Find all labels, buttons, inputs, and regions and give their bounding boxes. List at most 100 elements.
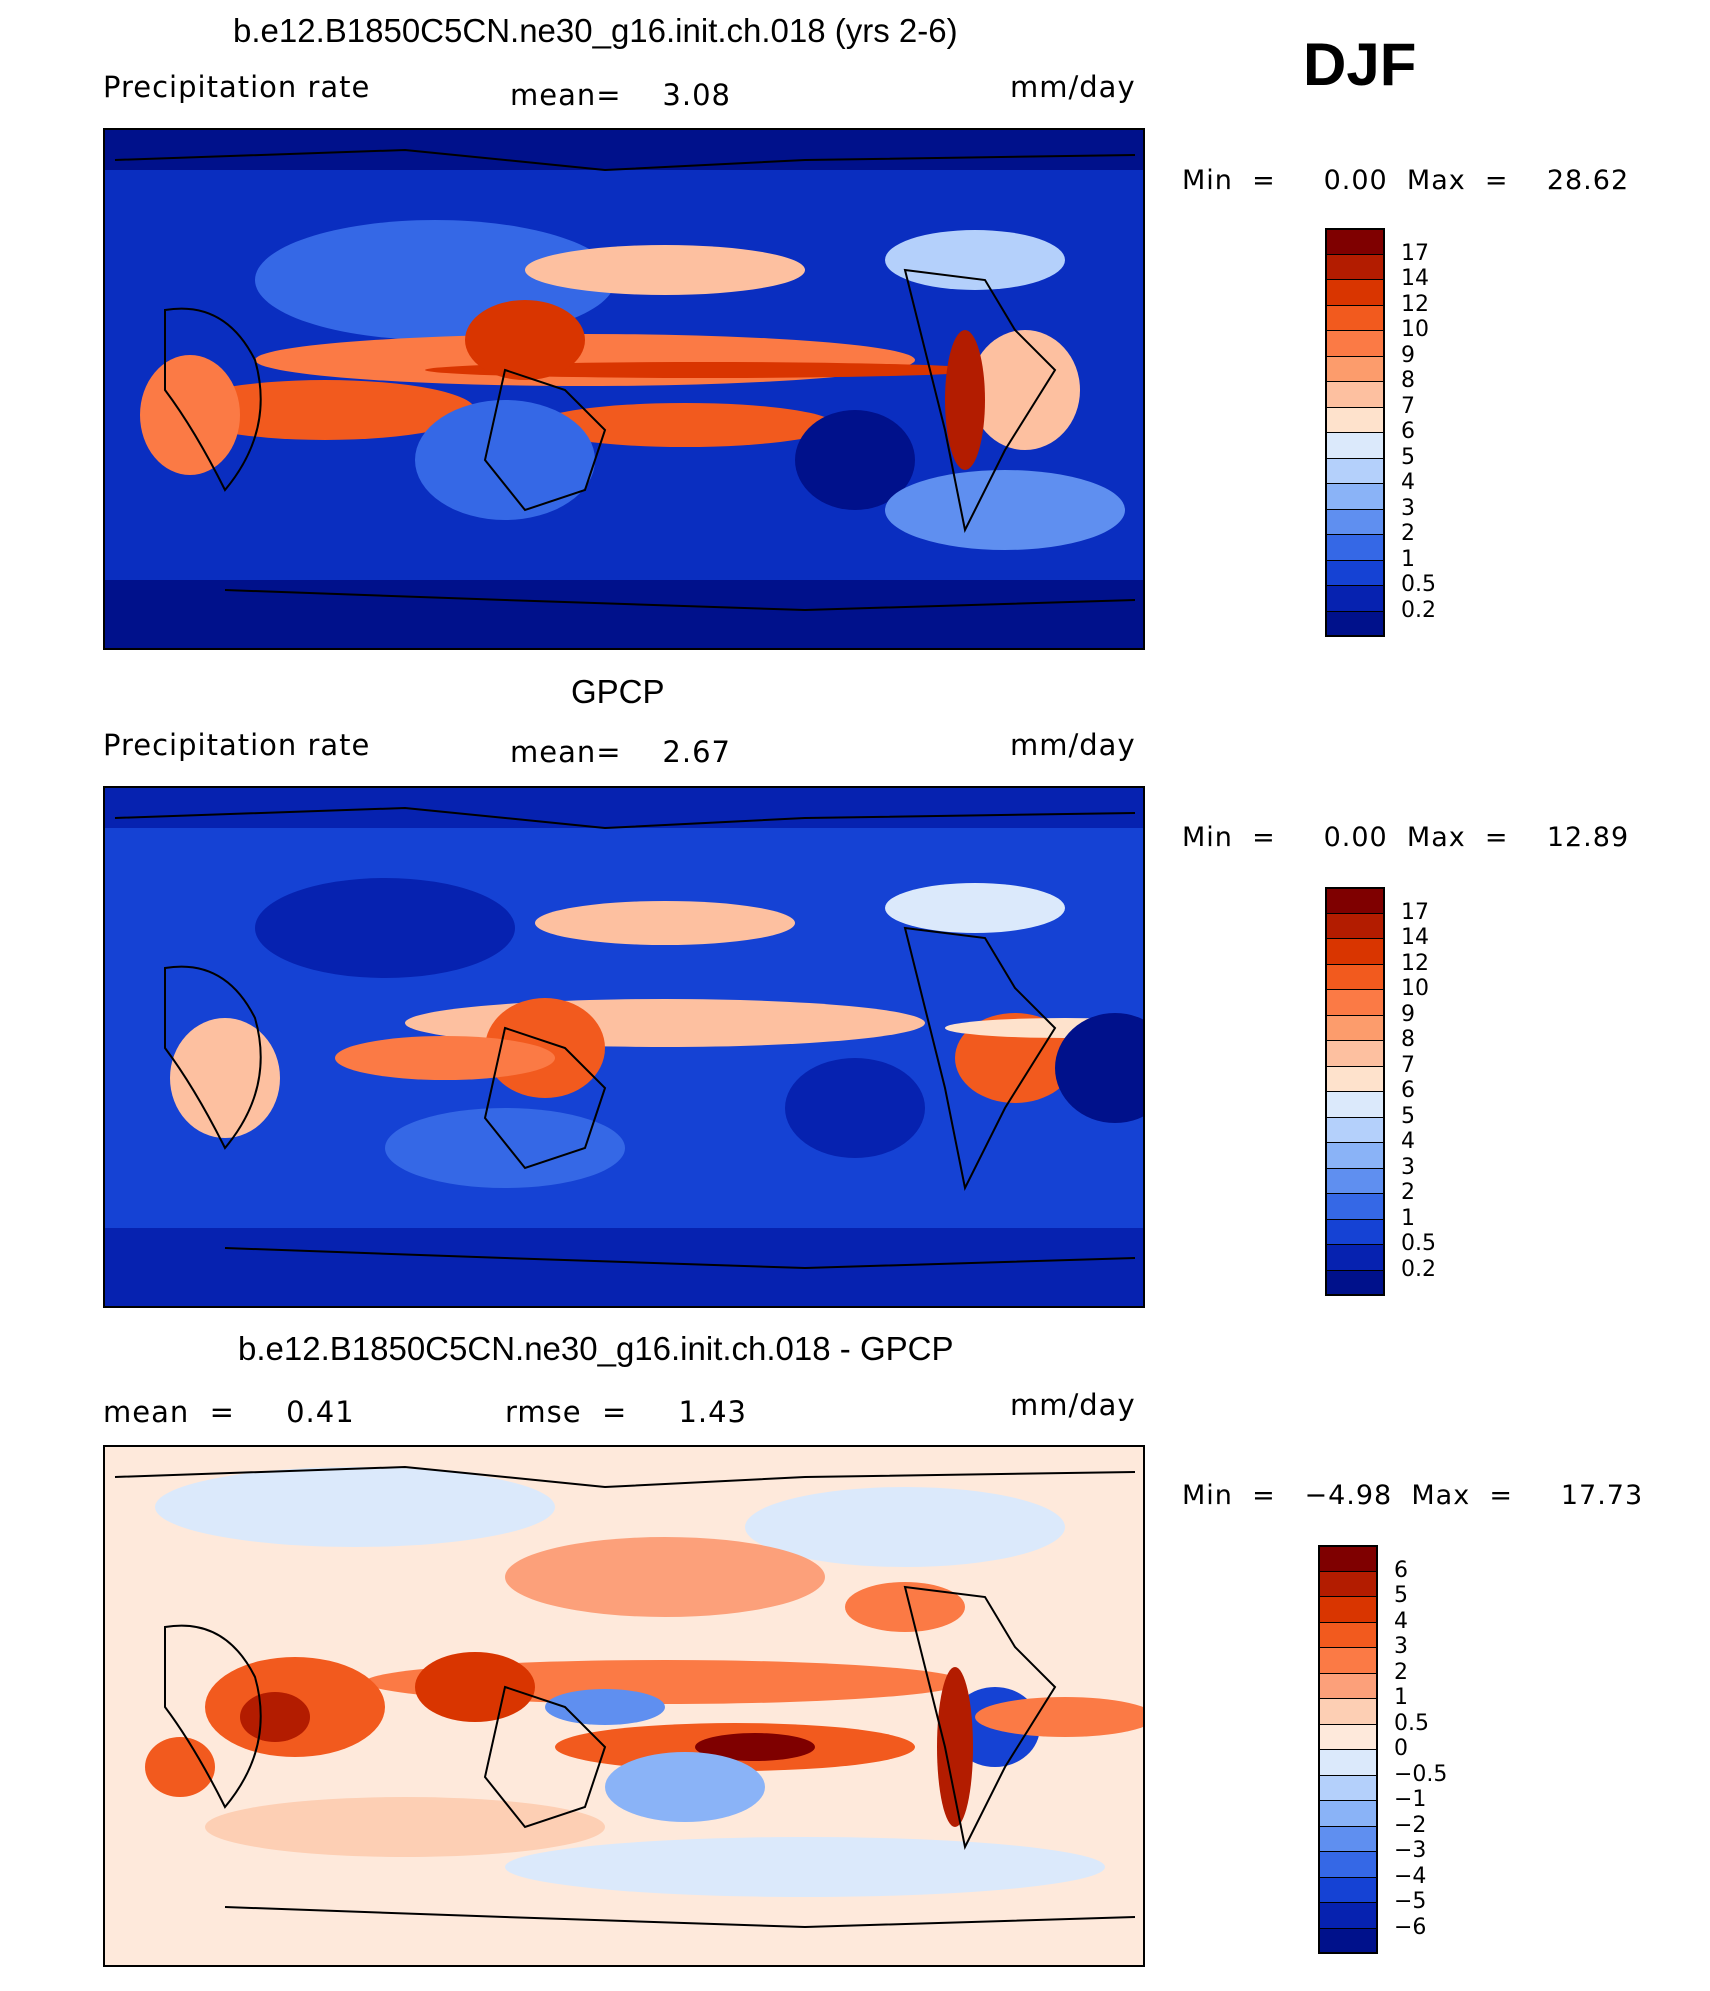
colorbar-tick-label: −4 xyxy=(1394,1863,1427,1889)
colorbar-swatch xyxy=(1325,508,1385,535)
panel-2-units: mm/day xyxy=(1010,728,1136,762)
colorbar-swatch xyxy=(1325,253,1385,280)
colorbar-tick-label: 5 xyxy=(1401,444,1415,470)
panel-2-map xyxy=(103,786,1145,1308)
colorbar-tick-label: 3 xyxy=(1401,495,1415,521)
colorbar-tick-label: 10 xyxy=(1401,976,1429,1001)
colorbar-tick-label: 5 xyxy=(1401,1103,1415,1129)
colorbar-swatch xyxy=(1325,381,1385,407)
colorbar-swatch xyxy=(1325,559,1385,586)
colorbar-swatch xyxy=(1325,585,1385,611)
colorbar-swatch xyxy=(1325,1116,1385,1143)
colorbar-swatch xyxy=(1318,1723,1378,1750)
colorbar-tick-label: 6 xyxy=(1401,1078,1415,1103)
colorbar-tick-label: −6 xyxy=(1394,1914,1427,1940)
colorbar-swatch xyxy=(1318,1927,1378,1954)
colorbar-tick-label: 0 xyxy=(1394,1736,1408,1761)
colorbar-tick-label: 0.5 xyxy=(1401,572,1436,597)
colorbar-tick-label: −3 xyxy=(1394,1838,1427,1863)
panel-3-rmse-label: rmse = 1.43 xyxy=(505,1395,748,1429)
colorbar-swatch xyxy=(1318,1851,1378,1877)
colorbar-tick-label: 3 xyxy=(1401,1154,1415,1180)
panel-1-colorbar: 17 14 12 10 9 8 7 6 5 4 3 2 1 0.5 0.2 xyxy=(1325,228,1485,640)
colorbar-tick-label: 0.2 xyxy=(1401,597,1436,623)
panel-2-mean-label: mean= 2.67 xyxy=(510,735,731,769)
colorbar-swatch xyxy=(1325,304,1385,331)
colorbar-tick-label: 0.2 xyxy=(1401,1256,1436,1282)
colorbar-tick-label: 7 xyxy=(1401,393,1415,419)
colorbar-swatch xyxy=(1325,912,1385,939)
panel-3-colorbar: 6 5 4 3 2 1 0.5 0 −0.5 −1 −2 −3 −4 −5 −6 xyxy=(1318,1545,1478,1957)
season-label: DJF xyxy=(1303,31,1417,98)
panel-2-title: GPCP xyxy=(571,673,665,710)
precipitation-map-observed xyxy=(105,788,1143,1306)
colorbar-tick-label: −0.5 xyxy=(1394,1761,1448,1787)
colorbar-swatch xyxy=(1318,1672,1378,1699)
colorbar-tick-label: 17 xyxy=(1401,899,1429,925)
colorbar-tick-label: 4 xyxy=(1401,470,1415,495)
colorbar-swatch xyxy=(1318,1902,1378,1928)
colorbar-swatch xyxy=(1325,989,1385,1015)
colorbar-tick-label: 8 xyxy=(1401,1027,1415,1052)
colorbar-tick-label: 14 xyxy=(1401,266,1429,291)
colorbar-tick-label: 4 xyxy=(1401,1129,1415,1154)
panel-3-units: mm/day xyxy=(1010,1388,1136,1422)
panel-2-minmax: Min = 0.00 Max = 12.89 xyxy=(1182,822,1630,853)
colorbar-tick-label: 1 xyxy=(1394,1685,1408,1710)
colorbar-tick-label: 5 xyxy=(1394,1583,1408,1608)
colorbar-swatch xyxy=(1325,1167,1385,1194)
colorbar-swatch xyxy=(1318,1800,1378,1826)
panel-1-minmax: Min = 0.00 Max = 28.62 xyxy=(1182,165,1630,196)
colorbar-tick-label: 9 xyxy=(1401,1001,1415,1027)
colorbar-swatch xyxy=(1318,1570,1378,1597)
colorbar-swatch xyxy=(1318,1774,1378,1801)
colorbar-tick-label: 3 xyxy=(1394,1634,1408,1659)
colorbar-swatch xyxy=(1318,1825,1378,1852)
precipitation-map-model xyxy=(105,130,1143,648)
colorbar-tick-label: −2 xyxy=(1394,1812,1427,1838)
colorbar-tick-label: 10 xyxy=(1401,317,1429,342)
colorbar-swatch xyxy=(1325,483,1385,509)
colorbar-swatch xyxy=(1325,1040,1385,1066)
panel-1-left-label: Precipitation rate xyxy=(103,70,371,104)
colorbar-tick-label: 6 xyxy=(1401,419,1415,444)
colorbar-swatch xyxy=(1325,1065,1385,1092)
colorbar-tick-label: 1 xyxy=(1401,546,1415,572)
colorbar-swatch xyxy=(1325,887,1385,913)
colorbar-tick-label: 2 xyxy=(1394,1659,1408,1685)
colorbar-swatch xyxy=(1325,1193,1385,1219)
colorbar-swatch xyxy=(1325,610,1385,637)
colorbar-tick-label: 1 xyxy=(1401,1205,1415,1231)
colorbar-tick-label: 2 xyxy=(1401,521,1415,546)
colorbar-swatch xyxy=(1325,963,1385,990)
colorbar-tick-label: 12 xyxy=(1401,950,1429,976)
panel-3-title: b.e12.B1850C5CN.ne30_g16.init.ch.018 - G… xyxy=(238,1330,954,1367)
colorbar-tick-label: 0.5 xyxy=(1394,1710,1429,1736)
colorbar-swatch xyxy=(1318,1749,1378,1775)
panel-3-mean-label: mean = 0.41 xyxy=(103,1395,355,1429)
colorbar-swatch xyxy=(1318,1698,1378,1724)
difference-map xyxy=(105,1447,1143,1965)
colorbar-swatch xyxy=(1325,406,1385,433)
colorbar-tick-label: 9 xyxy=(1401,342,1415,368)
colorbar-tick-label: 8 xyxy=(1401,368,1415,393)
colorbar-swatch xyxy=(1318,1876,1378,1903)
colorbar-swatch xyxy=(1325,534,1385,560)
colorbar-swatch xyxy=(1325,1218,1385,1245)
colorbar-swatch xyxy=(1318,1596,1378,1622)
colorbar-swatch xyxy=(1325,1091,1385,1117)
colorbar-swatch xyxy=(1325,355,1385,382)
colorbar-swatch xyxy=(1325,1142,1385,1168)
colorbar-swatch xyxy=(1325,1244,1385,1270)
colorbar-swatch xyxy=(1325,279,1385,305)
colorbar-tick-label: −5 xyxy=(1394,1889,1427,1914)
colorbar-tick-label: 6 xyxy=(1394,1557,1408,1583)
colorbar-tick-label: 0.5 xyxy=(1401,1231,1436,1256)
colorbar-swatch xyxy=(1318,1647,1378,1673)
colorbar-swatch xyxy=(1325,938,1385,964)
colorbar-tick-label: 12 xyxy=(1401,291,1429,317)
colorbar-tick-label: 14 xyxy=(1401,925,1429,950)
colorbar-swatch xyxy=(1325,432,1385,458)
panel-3-minmax: Min = −4.98 Max = 17.73 xyxy=(1182,1480,1644,1511)
panel-1-title: b.e12.B1850C5CN.ne30_g16.init.ch.018 (yr… xyxy=(233,12,958,49)
